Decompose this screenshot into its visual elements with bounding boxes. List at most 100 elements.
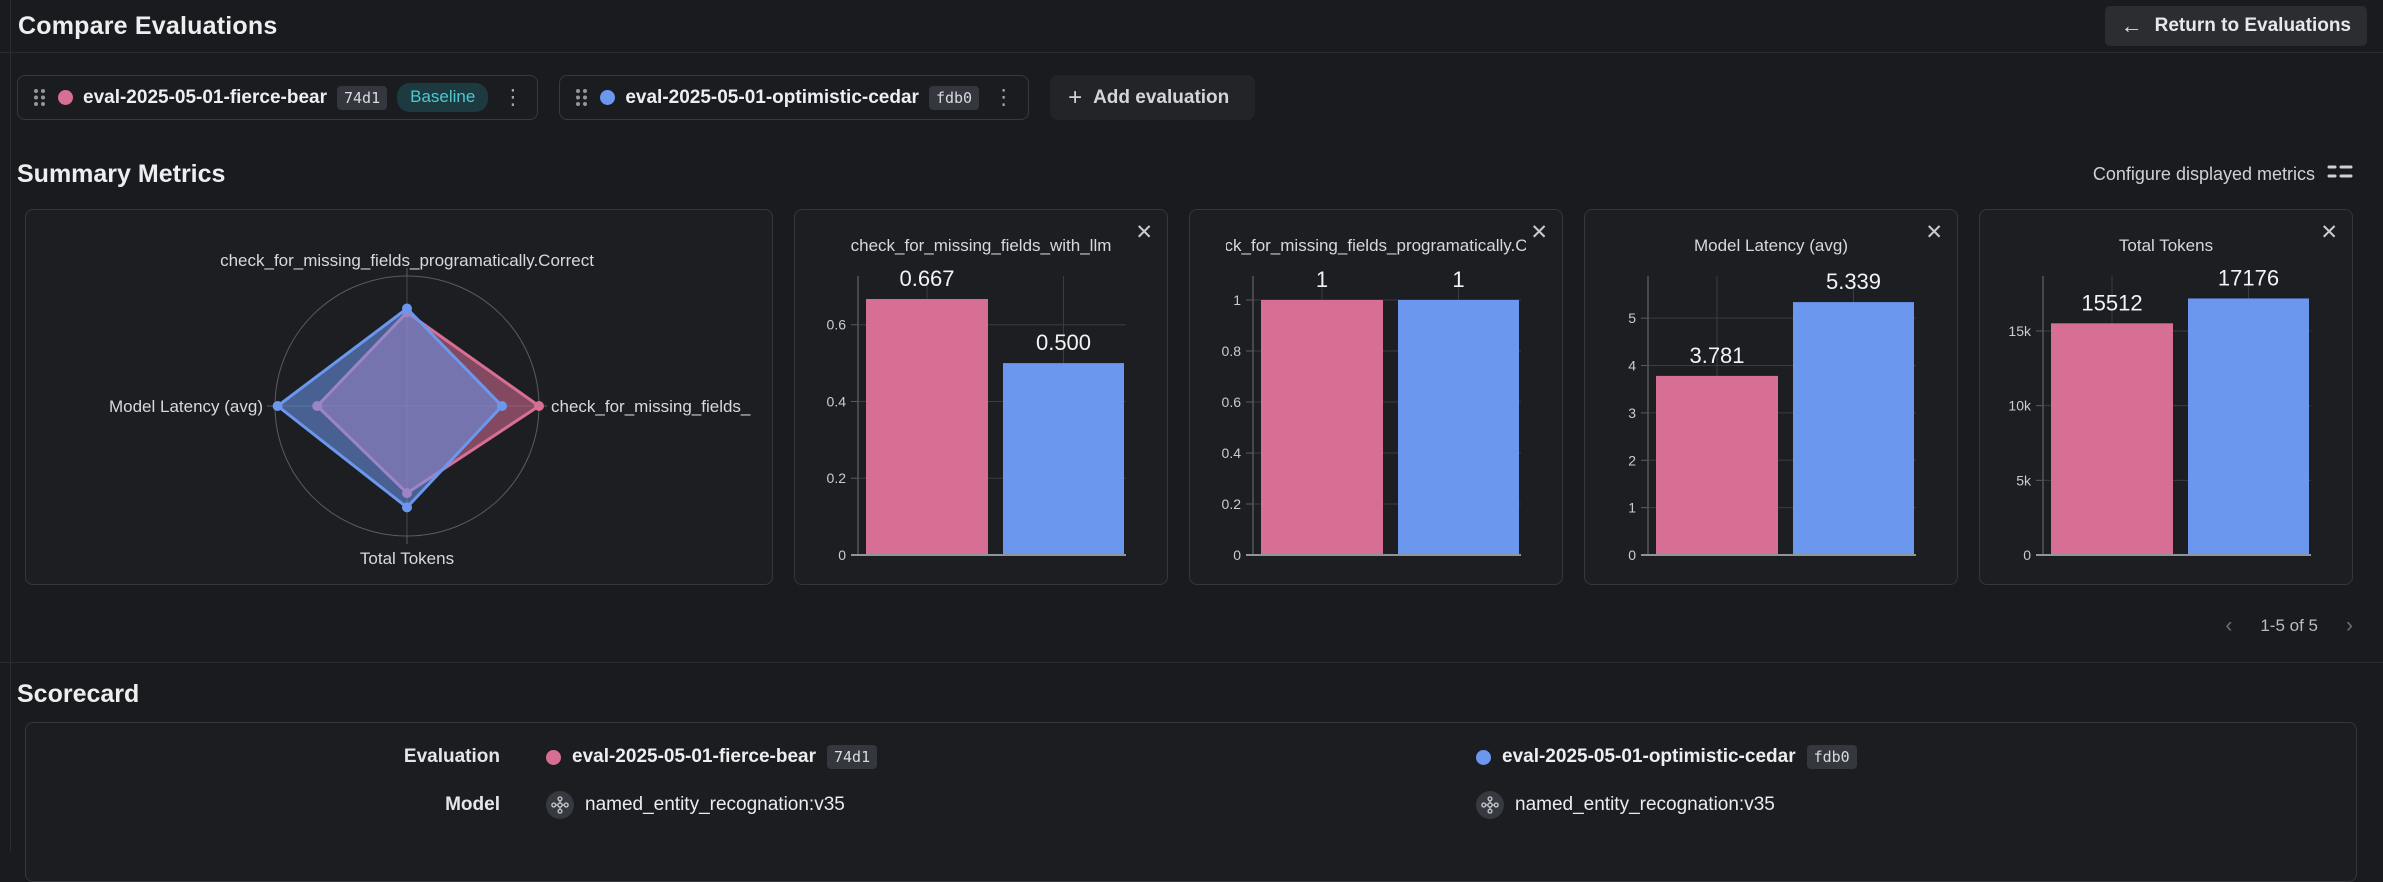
plus-icon: + (1068, 83, 1083, 111)
summary-metric-cards: check_for_missing_fields_programatically… (25, 209, 2367, 585)
bar (1793, 302, 1914, 555)
bar-value-label: 3.781 (1689, 343, 1744, 368)
evaluation-name: eval-2025-05-01-optimistic-cedar (625, 86, 919, 108)
metric-card-title: ck_for_missing_fields_programatically.C (1226, 236, 1526, 255)
svg-text:0: 0 (1233, 547, 1241, 563)
radar-axis-label: check_for_missing_fields_programatically… (220, 251, 594, 270)
bar (1656, 375, 1778, 555)
close-icon[interactable]: ✕ (1925, 221, 1943, 244)
evaluations-bar: eval-2025-05-01-fierce-bear 74d1 Baselin… (17, 75, 2367, 120)
bar-value-label: 1 (1452, 267, 1464, 292)
evaluation-chip[interactable]: eval-2025-05-01-optimistic-cedar fdb0 ⋮ (559, 75, 1030, 120)
svg-text:1: 1 (1233, 292, 1241, 308)
svg-text:3: 3 (1628, 405, 1636, 421)
bar-chart-svg: 0 0.2 0.4 0.6 0.8 1 1 1 (1222, 267, 1521, 563)
metric-card-total-tokens: Total Tokens ✕ 0 5k 10k 15k 15512 17176 (1979, 209, 2353, 585)
series-color-dot (1476, 749, 1491, 765)
bar-value-label: 0.500 (1036, 330, 1091, 355)
configure-label: Configure displayed metrics (2092, 164, 2315, 184)
bar-value-label: 5.339 (1826, 269, 1881, 294)
bar-value-label: 0.667 (899, 266, 954, 291)
return-to-evaluations-button[interactable]: ← Return to Evaluations (2104, 6, 2367, 46)
radar-series-point (497, 401, 508, 411)
metric-card-check-for-missing-fields-with-llm: check_for_missing_fields_with_llm ✕ 0 0.2… (794, 209, 1168, 585)
model-icon (546, 791, 574, 819)
evaluation-name: eval-2025-05-01-fierce-bear (83, 86, 327, 108)
radar-chart: check_for_missing_fields_programatically… (26, 210, 772, 584)
configure-displayed-metrics-button[interactable]: Configure displayed metrics (2093, 162, 2353, 187)
radar-series-point (402, 502, 412, 513)
close-icon[interactable]: ✕ (1135, 221, 1153, 244)
baseline-badge: Baseline (397, 83, 489, 112)
bar-chart: 0 1 2 3 4 5 3.781 5.339 (1585, 210, 1957, 584)
svg-text:1: 1 (1628, 500, 1636, 516)
svg-text:0.4: 0.4 (827, 393, 847, 409)
series-color-dot (58, 90, 73, 105)
model-name[interactable]: named_entity_recognation:v35 (1515, 794, 1775, 815)
model-icon (1476, 791, 1504, 819)
radar-chart-svg: check_for_missing_fields_programatically… (109, 251, 751, 568)
evaluation-hash-badge: 74d1 (337, 85, 388, 110)
series-color-dot (546, 749, 561, 765)
radar-axis-label: Total Tokens (360, 549, 454, 568)
configure-metrics-icon (2327, 162, 2353, 187)
evaluation-name: eval-2025-05-01-optimistic-cedar (1502, 746, 1796, 767)
bar-chart: 0 5k 10k 15k 15512 17176 (1980, 210, 2352, 584)
metric-card-title: check_for_missing_fields_with_llm (850, 236, 1112, 255)
svg-text:0.6: 0.6 (1222, 394, 1242, 410)
scorecard-evaluation-cell: eval-2025-05-01-optimistic-cedar fdb0 (1476, 733, 2356, 781)
pagination-label: 1-5 of 5 (2260, 615, 2318, 635)
svg-text:0.4: 0.4 (1222, 445, 1242, 461)
drag-handle-icon[interactable] (572, 85, 590, 110)
evaluation-chip-baseline[interactable]: eval-2025-05-01-fierce-bear 74d1 Baselin… (17, 75, 539, 120)
close-icon[interactable]: ✕ (1530, 221, 1548, 244)
chevron-left-icon[interactable]: ‹ (2225, 614, 2233, 637)
bar-chart: 0 0.2 0.4 0.6 0.667 0.500 (795, 210, 1167, 584)
evaluation-hash-badge: fdb0 (928, 85, 980, 110)
summary-metrics-title: Summary Metrics (17, 160, 226, 188)
metric-card-title: Model Latency (avg) (1693, 236, 1849, 255)
evaluation-hash-badge: 74d1 (827, 745, 878, 769)
back-arrow-icon: ← (2120, 13, 2143, 38)
bar-value-label: 15512 (2081, 290, 2142, 315)
scorecard-row-label-evaluation: Evaluation (403, 746, 500, 767)
evaluation-name: eval-2025-05-01-fierce-bear (572, 746, 816, 767)
radar-series-polygon (276, 307, 504, 509)
close-icon[interactable]: ✕ (2320, 221, 2338, 244)
svg-text:5: 5 (1628, 310, 1636, 326)
metric-card-model-latency: Model Latency (avg) ✕ 0 1 2 3 4 5 3.781 5.339 (1584, 209, 1958, 585)
chevron-right-icon[interactable]: › (2346, 614, 2353, 637)
radar-axis-label: check_for_missing_fields_ (551, 397, 751, 416)
svg-text:0.8: 0.8 (1222, 343, 1242, 359)
svg-text:0.6: 0.6 (827, 317, 847, 333)
page-title: Compare Evaluations (18, 11, 278, 40)
return-button-label: Return to Evaluations (2154, 15, 2351, 36)
svg-text:0.2: 0.2 (827, 470, 847, 486)
scorecard-model-cell: named_entity_recognation:v35 (1476, 781, 2356, 829)
section-divider (0, 662, 2383, 663)
svg-text:10k: 10k (2008, 398, 2032, 414)
add-evaluation-button[interactable]: + Add evaluation (1050, 75, 1256, 120)
bar-chart-svg: 0 5k 10k 15k 15512 17176 (2008, 265, 2311, 563)
radar-axis-label: Model Latency (avg) (109, 397, 263, 416)
panel-left-border (10, 0, 11, 851)
bar (1003, 363, 1124, 555)
scorecard-model-cell: named_entity_recognation:v35 (546, 781, 1476, 829)
svg-text:0: 0 (2023, 547, 2031, 563)
drag-handle-icon[interactable] (30, 85, 48, 110)
bar (2188, 298, 2309, 555)
svg-text:2: 2 (1628, 452, 1636, 468)
metric-card-check-for-missing-fields-programatically: ck_for_missing_fields_programatically.C … (1189, 209, 1563, 585)
bar (1261, 299, 1383, 555)
bar (866, 299, 988, 555)
bar-chart-svg: 0 0.2 0.4 0.6 0.667 0.500 (827, 266, 1126, 563)
svg-text:4: 4 (1628, 358, 1636, 374)
model-name[interactable]: named_entity_recognation:v35 (585, 794, 845, 815)
scorecard-evaluation-cell: eval-2025-05-01-fierce-bear 74d1 (546, 733, 1476, 781)
bar (2051, 323, 2173, 555)
kebab-menu-icon[interactable]: ⋮ (498, 87, 527, 108)
scorecard-card: Evaluation eval-2025-05-01-fierce-bear 7… (25, 722, 2357, 882)
svg-text:0: 0 (838, 547, 846, 563)
bar-value-label: 1 (1316, 267, 1328, 292)
kebab-menu-icon[interactable]: ⋮ (989, 87, 1018, 108)
